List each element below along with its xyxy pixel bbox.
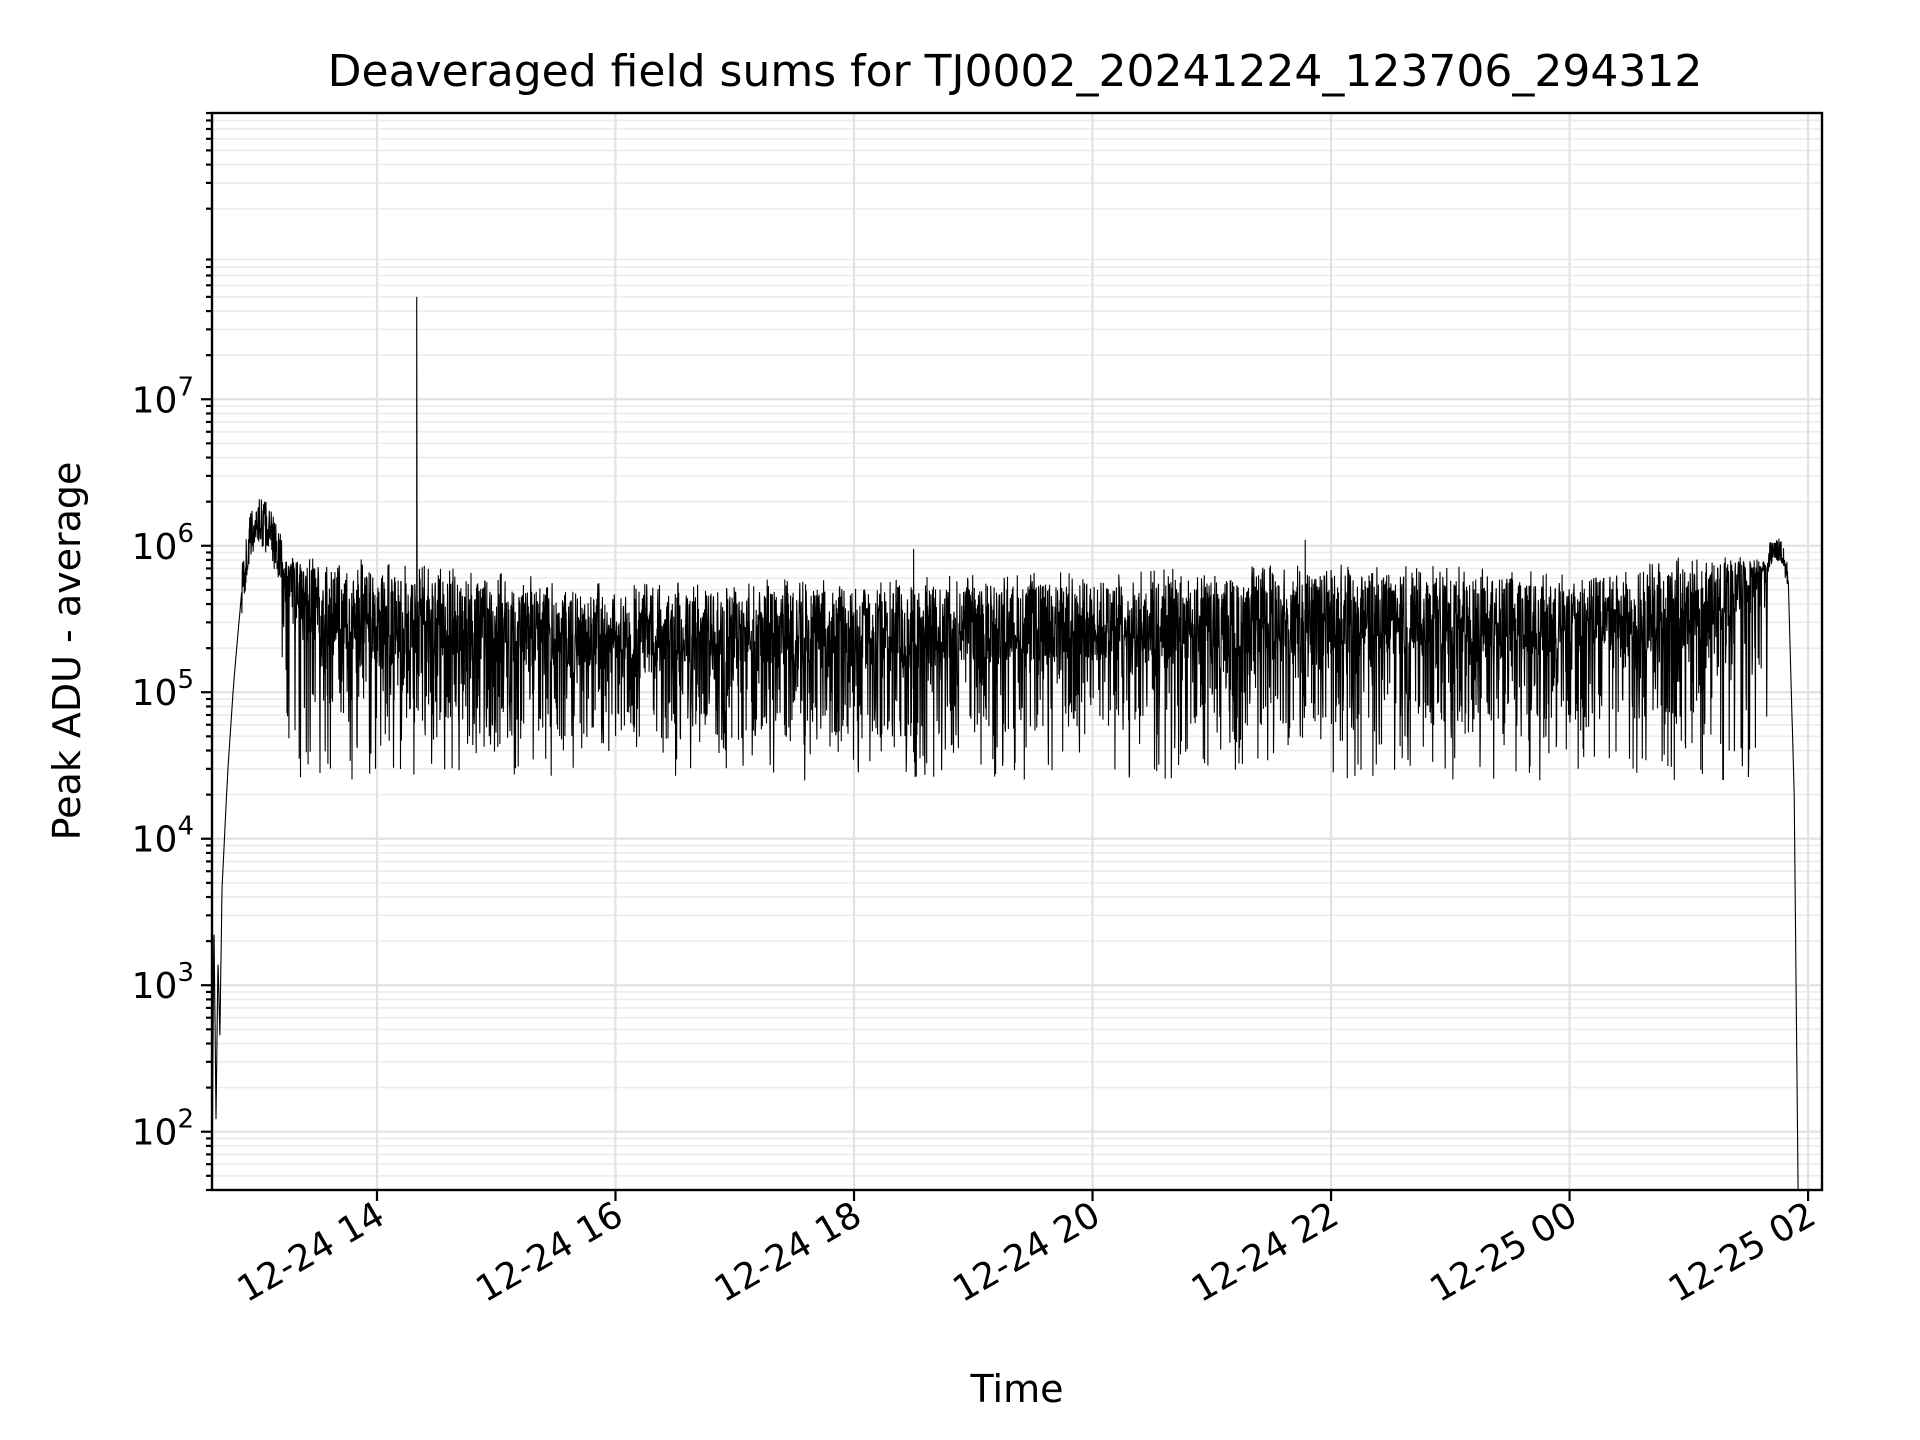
y-tick-label: 107 xyxy=(132,372,194,421)
y-tick-base: 10 xyxy=(132,527,178,568)
y-tick-label: 102 xyxy=(132,1105,194,1154)
series-line xyxy=(211,296,1799,1191)
y-axis-label: Peak ADU - average xyxy=(45,462,89,841)
y-tick-base: 10 xyxy=(132,673,178,714)
y-tick-base: 10 xyxy=(132,966,178,1007)
minor-gridlines xyxy=(212,112,1822,1191)
chart-title: Deaveraged field sums for TJ0002_2024122… xyxy=(328,46,1703,97)
y-tick-label: 106 xyxy=(132,519,194,568)
x-axis-label: Time xyxy=(970,1367,1064,1411)
y-tick-exponent: 6 xyxy=(177,519,194,549)
y-tick-exponent: 5 xyxy=(177,665,194,695)
y-tick-base: 10 xyxy=(132,1113,178,1154)
y-tick-label: 104 xyxy=(132,812,194,861)
y-tick-exponent: 3 xyxy=(177,958,194,988)
plot-frame xyxy=(210,111,1824,1192)
y-tick-exponent: 2 xyxy=(177,1105,194,1135)
y-tick-label: 103 xyxy=(132,958,194,1007)
y-tick-base: 10 xyxy=(132,380,178,421)
y-tick-base: 10 xyxy=(132,820,178,861)
y-tick-exponent: 4 xyxy=(177,812,194,842)
y-tick-exponent: 7 xyxy=(177,372,194,402)
y-tick-label: 105 xyxy=(132,665,194,714)
